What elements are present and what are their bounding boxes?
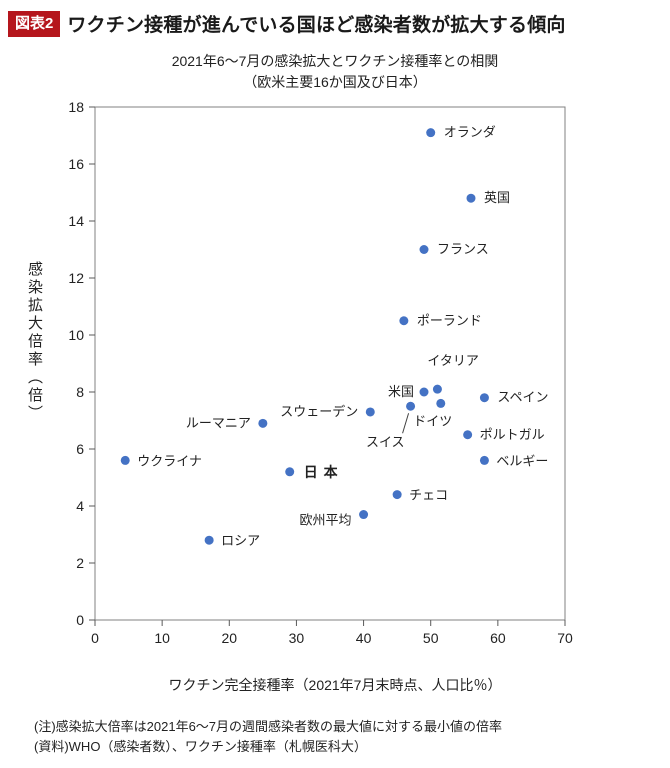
x-tick-label: 40 [356, 630, 372, 646]
point-label-uk: 英国 [484, 190, 510, 205]
y-tick-label: 14 [68, 213, 84, 229]
x-tick-label: 10 [154, 630, 170, 646]
point-label-ukraine: ウクライナ [137, 453, 202, 468]
data-point-romania [258, 418, 268, 428]
point-label-switzerland: スイス [366, 434, 405, 449]
scatter-chart: 感染拡大倍率（倍） 0 10 20 30 40 50 60 70 0 2 4 6 8 10 12 14 16 18… [0, 93, 670, 651]
y-tick-label: 10 [68, 327, 84, 343]
data-point-russia [204, 535, 214, 545]
leader-line-switzerland [402, 413, 410, 434]
point-label-japan: 日 本 [304, 464, 339, 480]
data-point-usa [419, 387, 429, 397]
chart-subtitle: 2021年6～7月の感染拡大とワクチン接種率との相関 （欧米主要16か国及び日本… [35, 51, 635, 93]
point-label-italy: イタリア [427, 353, 478, 368]
data-point-uk [466, 193, 476, 203]
point-label-netherlands: オランダ [444, 125, 496, 140]
footnote-data-source: (資料)WHO（感染者数）、ワクチン接種率（札幌医科大） [34, 739, 367, 755]
point-label-romania: ルーマニア [186, 415, 251, 430]
x-tick-label: 70 [557, 630, 573, 646]
point-label-spain: スペイン [497, 390, 548, 405]
point-label-sweden: スウェーデン [280, 404, 358, 419]
data-point-germany [436, 398, 446, 408]
figure-label-badge: 図表2 [8, 10, 61, 37]
y-tick-label: 0 [76, 612, 84, 628]
data-point-japan [285, 467, 295, 477]
data-point-portugal [463, 430, 473, 440]
scatter-plot-canvas: 0 10 20 30 40 50 60 70 0 2 4 6 8 10 12 14 16 18 オランダ英国フランス… [68, 99, 573, 646]
y-tick-label: 2 [76, 555, 84, 571]
plot-border [94, 106, 566, 621]
point-label-germany: ドイツ [413, 413, 452, 428]
data-point-belgium [479, 455, 489, 465]
point-label-europe-average: 欧州平均 [300, 513, 352, 528]
data-point-europe-average [359, 510, 369, 520]
x-tick-label: 50 [423, 630, 439, 646]
y-tick-label: 4 [76, 498, 84, 514]
figure-title: ワクチン接種が進んでいる国ほど感染者数が拡大する傾向 [67, 15, 566, 36]
y-tick-label: 8 [76, 384, 84, 400]
footnote-source-note: (注)感染拡大倍率は2021年6～7月の週間感染者数の最大値に対する最小値の倍率 [34, 719, 503, 734]
chart-subtitle-line2: （欧米主要16か国及び日本） [243, 74, 427, 90]
point-label-poland: ポーランド [417, 313, 482, 328]
y-tick-label: 6 [76, 441, 84, 457]
x-tick-label: 0 [91, 630, 99, 646]
data-point-switzerland [406, 401, 416, 411]
point-label-czech: チェコ [409, 488, 448, 503]
y-tick-label: 12 [68, 270, 84, 286]
x-tick-label: 60 [490, 630, 506, 646]
data-point-poland [399, 316, 409, 326]
footnotes: (注)感染拡大倍率は2021年6～7月の週間感染者数の最大値に対する最小値の倍率… [34, 717, 670, 757]
x-tick-label: 30 [289, 630, 305, 646]
point-label-belgium: ベルギー [496, 453, 548, 468]
data-point-italy [432, 384, 442, 394]
figure-header: 図表2 ワクチン接種が進んでいる国ほど感染者数が拡大する傾向 [0, 0, 670, 37]
data-point-netherlands [426, 128, 436, 138]
data-point-spain [479, 393, 489, 403]
y-tick-label: 18 [68, 99, 84, 115]
data-point-sweden [365, 407, 375, 417]
point-label-portugal: ポルトガル [480, 427, 545, 442]
data-point-ukraine [120, 455, 130, 465]
point-label-usa: 米国 [388, 384, 414, 399]
y-tick-label: 16 [68, 156, 84, 172]
data-point-france [419, 245, 429, 254]
y-axis-label: 感染拡大倍率（倍） [26, 261, 43, 423]
x-tick-label: 20 [221, 630, 237, 646]
chart-subtitle-line1: 2021年6～7月の感染拡大とワクチン接種率との相関 [171, 53, 499, 69]
point-label-france: フランス [437, 242, 489, 257]
point-label-russia: ロシア [221, 533, 260, 548]
data-point-czech [392, 490, 402, 500]
x-axis-label: ワクチン完全接種率（2021年7月末時点、人口比％） [168, 677, 502, 693]
